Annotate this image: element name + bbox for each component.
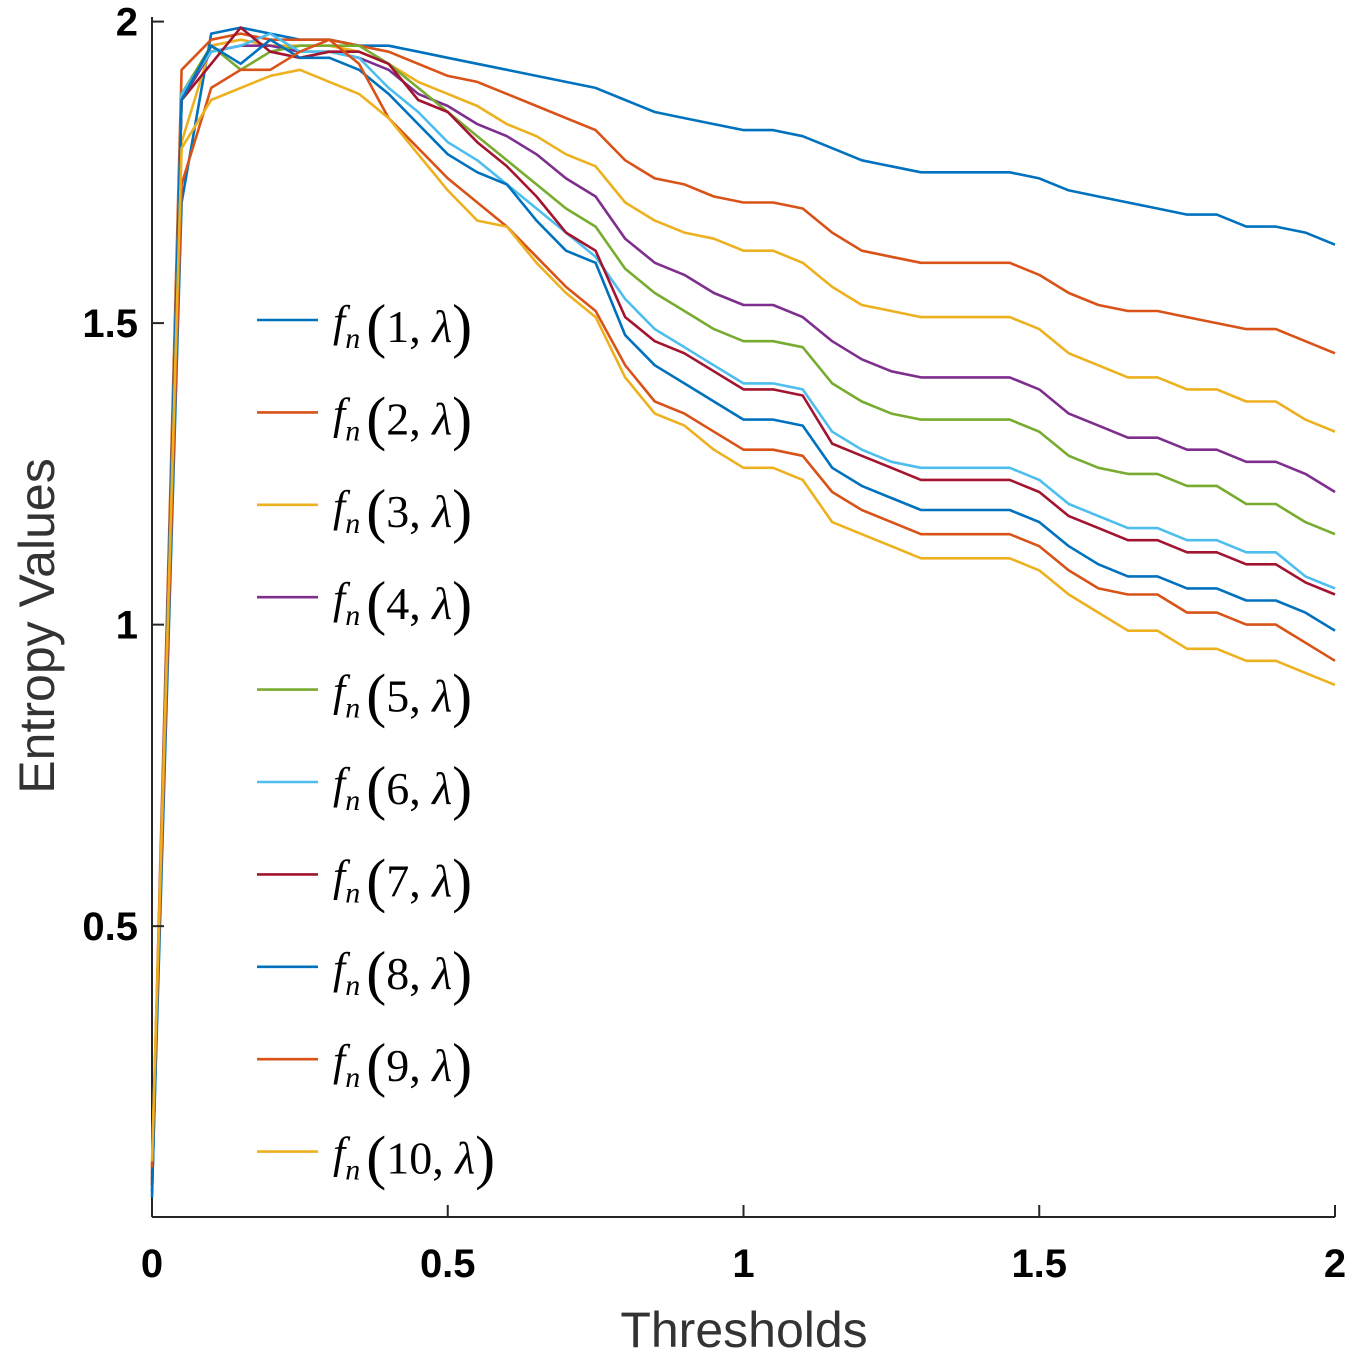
legend-item-9: fn(9, λ) [257,1032,472,1098]
y-tick-label: 0.5 [82,905,138,949]
legend-label: fn(3, λ) [333,478,472,544]
x-tick-label: 1.5 [1011,1242,1067,1286]
x-tick-label: 2 [1324,1242,1346,1286]
legend-item-4: fn(4, λ) [257,570,472,636]
legend-label: fn(2, λ) [333,385,472,451]
series-line-2 [152,34,1335,1174]
legend-label: fn(8, λ) [333,940,472,1006]
legend-label: fn(1, λ) [333,293,472,359]
legend-item-5: fn(5, λ) [257,663,472,729]
series-layer [152,28,1335,1198]
plot-frame [152,17,1335,1217]
legend-label: fn(7, λ) [333,847,472,913]
x-tick-label: 0 [141,1242,163,1286]
x-axis-title: Thresholds [620,1302,867,1358]
y-tick-label: 1.5 [82,302,138,346]
series-line-4 [152,46,1335,1180]
series-line-5 [152,46,1335,1186]
legend-label: fn(6, λ) [333,755,472,821]
legend-item-2: fn(2, λ) [257,385,472,451]
legend-item-6: fn(6, λ) [257,755,472,821]
legend-item-3: fn(3, λ) [257,478,472,544]
legend-label: fn(10, λ) [333,1125,495,1191]
x-tick-label: 0.5 [420,1242,476,1286]
legend-label: fn(5, λ) [333,663,472,729]
legend-item-7: fn(7, λ) [257,847,472,913]
x-tick-label: 1 [732,1242,754,1286]
legend-label: fn(9, λ) [333,1032,472,1098]
y-axis-title: Entropy Values [9,458,65,793]
legend-item-8: fn(8, λ) [257,940,472,1006]
legend: fn(1, λ) fn(2, λ) fn(3, λ) fn(4, λ) fn(5, λ)… [257,293,495,1191]
y-tick-label: 2 [116,1,138,45]
y-tick-label: 1 [116,604,138,648]
series-line-10 [152,70,1335,1162]
legend-item-10: fn(10, λ) [257,1125,495,1191]
legend-item-1: fn(1, λ) [257,293,472,359]
series-line-8 [152,40,1335,1198]
legend-label: fn(4, λ) [333,570,472,636]
entropy-line-chart: 0 0.5 1 1.5 2 0.5 1 1.5 2 Thresholds Entropy Va… [0,0,1366,1359]
